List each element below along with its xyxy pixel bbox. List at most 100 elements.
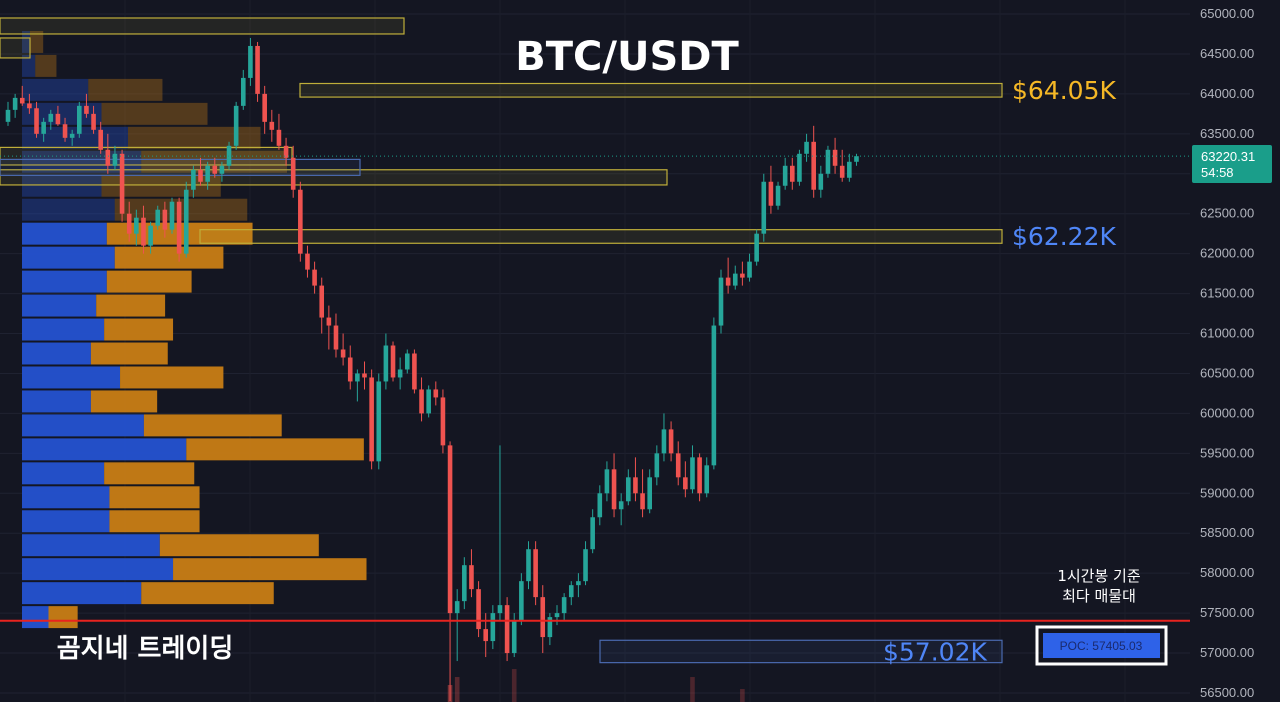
candle-body [804,141,809,154]
candle-body [661,429,667,454]
level-label: $62.22K [1012,222,1116,251]
candle-body [404,353,410,370]
current-price-value: 63220.31 [1201,149,1255,164]
volume-profile-buy-bar [22,294,97,317]
y-tick-label: 63500.00 [1200,126,1254,141]
candle-body [440,397,446,446]
candle-body [119,153,125,214]
candle-body [305,253,310,270]
volume-bar [454,677,460,702]
candle-body [718,277,724,326]
candle-body [369,377,374,462]
candle-body [226,145,232,166]
candle-body [469,565,474,590]
candle-body [797,153,802,182]
candle-body [775,185,781,206]
overlays: $64.05K $62.22K $57.02K POC: 57405.03 [0,76,1190,666]
volume-profile-buy-bar [22,30,30,53]
candle-body [754,233,759,262]
volume-profile-sell-bar [29,30,44,53]
volume-profile-buy-bar [22,102,102,125]
candle-body [290,157,296,190]
candle-body [725,277,731,286]
candle-body [654,453,660,478]
candle-body [376,381,382,462]
candle-body [340,349,346,358]
candle-body [847,161,852,178]
candle-body [347,357,353,382]
candle-body [540,597,546,638]
volume-profile-sell-bar [173,558,367,581]
volume-profile-sell-bar [128,126,261,149]
candle-body [519,581,524,622]
y-tick-label: 62000.00 [1200,246,1254,261]
volume-profile-buy-bar [22,414,144,437]
candle-body [825,149,831,174]
candle-body [604,469,610,494]
volume-profile-buy-bar [22,246,115,269]
volume-profile-sell-bar [109,510,200,533]
candle-body [854,156,859,162]
candle-body [597,493,603,518]
chart-title: BTC/USDT [515,34,739,80]
candle-body [276,129,282,146]
candle-body [169,201,175,230]
candle-body [533,549,538,598]
candle-body [811,141,816,190]
volume-profile-sell-bar [143,414,282,437]
volume-profile-buy-bar [22,438,187,461]
candle-body [155,209,161,226]
candle-body [162,209,168,230]
y-tick-label: 62500.00 [1200,206,1254,221]
candle-body [547,617,553,638]
candle-body [176,201,182,254]
candle-body [91,113,96,130]
candle-body [747,261,752,278]
candle-body [383,345,389,382]
y-tick-label: 65000.00 [1200,6,1254,21]
candle-body [269,121,275,130]
candle-body [561,597,567,614]
volume-profile-sell-bar [35,54,57,77]
price-axis[interactable]: 65000.0064500.0064000.0063500.0063000.00… [1192,6,1272,700]
volume-profile-sell-bar [48,606,78,629]
candle-body [5,109,11,122]
price-zone-box [299,82,1003,98]
candle-body [462,565,467,602]
candle-body [483,629,489,642]
candle-body [839,165,845,178]
volume-profile-buy-bar [22,486,110,509]
zones [0,17,1003,664]
volume-profile-buy-bar [22,534,160,557]
volume-bar [690,677,695,702]
candle-body [219,165,225,174]
volume-profile-sell-bar [159,534,319,557]
volume-profile-buy-bar [22,318,105,341]
watermark: 곰지네 트레이딩 [57,634,234,664]
volume-profile-buy-bar [22,54,36,77]
candle-body [647,477,652,510]
volume-profile-sell-bar [96,294,166,317]
price-zone-box [599,639,1003,664]
candle-body [433,389,439,398]
candle-body [126,213,132,234]
volume-bar [511,669,517,702]
candle-body [326,317,332,326]
volume-profile-buy-bar [22,558,174,581]
volume-profile-sell-bar [104,318,174,341]
candle-body [27,103,32,109]
candle-body [134,217,139,234]
candle-body [490,613,496,642]
candle-body [497,605,503,614]
poc-highlight-frame [1035,625,1168,666]
candle-body [697,457,702,494]
volume-profile-buy-bar [22,366,121,389]
volume-profile-buy-bar [22,342,91,365]
volume-profile-sell-bar [120,366,224,389]
poc-note-line2: 최다 매물대 [1062,587,1136,605]
volume-profile-sell-bar [101,102,208,125]
candle-body [255,45,260,94]
candle-body [818,173,824,190]
volume-profile-sell-bar [106,270,192,293]
candle-body [732,273,738,286]
